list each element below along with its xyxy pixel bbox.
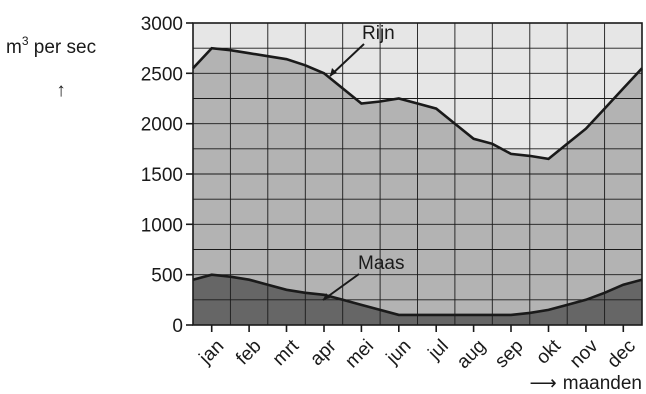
maas-line (192, 273, 643, 317)
y-tick-label: 500 (151, 266, 183, 287)
rijn-pointer-arrowhead (330, 68, 337, 76)
series-label-maas: Maas (358, 253, 404, 274)
maas-pointer-arrow (322, 273, 360, 301)
y-tick-label: 1500 (141, 165, 183, 186)
rijn-annotation: Rijn (329, 23, 395, 77)
x-tick-label: sep (491, 336, 528, 373)
maas-annotation: Maas (322, 253, 404, 301)
maas-pointer-arrowhead (323, 293, 330, 300)
x-tick-label: jul (424, 336, 453, 365)
y-tick-label: 3000 (141, 14, 183, 35)
y-tick-label: 2000 (141, 115, 183, 136)
x-tick-label: okt (532, 335, 565, 368)
y-ticks: 0 500 1000 1500 2000 2500 3000 (141, 14, 193, 337)
x-tick-label: feb (232, 336, 266, 370)
x-tick-label: mrt (269, 335, 304, 370)
rijn-pointer-arrow (329, 43, 365, 77)
y-tick-label: 0 (172, 316, 183, 337)
x-tick-label: dec (603, 336, 640, 373)
y-tick-label: 1000 (141, 215, 183, 236)
y-axis-arrow-icon: ↑ (56, 80, 66, 101)
x-tick-label: apr (306, 335, 341, 370)
x-ticks: jan feb mrt apr mei jun jul aug sep okt nov dec (195, 325, 640, 373)
x-tick-label: mei (341, 336, 378, 373)
x-tick-label: jan (195, 336, 228, 369)
y-axis-label: m3 per sec (6, 34, 96, 58)
x-axis-label: ⟶ maanden (530, 373, 642, 394)
series-label-rijn: Rijn (362, 23, 395, 44)
rijn-line (192, 46, 643, 161)
x-tick-label: aug (453, 336, 490, 373)
x-tick-label: nov (566, 335, 603, 372)
y-tick-label: 2500 (141, 64, 183, 85)
grid (193, 23, 642, 325)
x-tick-label: jun (382, 336, 415, 369)
